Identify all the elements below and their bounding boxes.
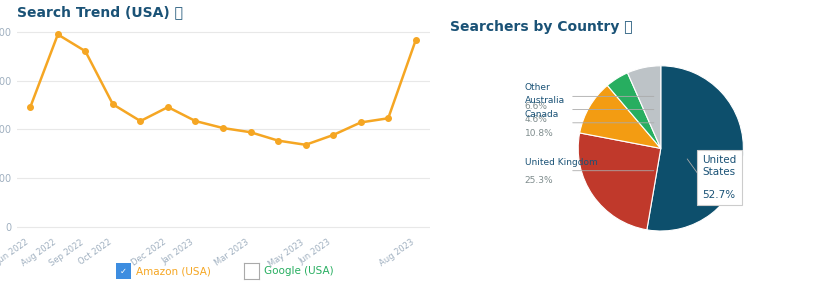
Text: 6.6%: 6.6% — [525, 102, 548, 111]
Wedge shape — [578, 133, 661, 230]
Text: United Kingdom: United Kingdom — [525, 158, 597, 166]
Text: 10.8%: 10.8% — [525, 129, 553, 138]
Wedge shape — [607, 73, 661, 148]
Text: United
States

52.7%: United States 52.7% — [702, 155, 736, 200]
Text: 4.6%: 4.6% — [525, 115, 548, 124]
Text: Searchers by Country ⓘ: Searchers by Country ⓘ — [450, 20, 633, 34]
Text: 25.3%: 25.3% — [525, 177, 553, 185]
Text: Canada: Canada — [525, 110, 558, 119]
Wedge shape — [580, 86, 661, 148]
Text: Australia: Australia — [525, 96, 565, 105]
Wedge shape — [628, 66, 661, 148]
Text: Google (USA): Google (USA) — [264, 266, 334, 276]
Text: Amazon (USA): Amazon (USA) — [136, 266, 211, 276]
Text: Search Trend (USA) ⓘ: Search Trend (USA) ⓘ — [17, 5, 183, 19]
Wedge shape — [647, 66, 743, 231]
Text: ✓: ✓ — [120, 267, 126, 276]
Text: Other: Other — [525, 83, 550, 92]
